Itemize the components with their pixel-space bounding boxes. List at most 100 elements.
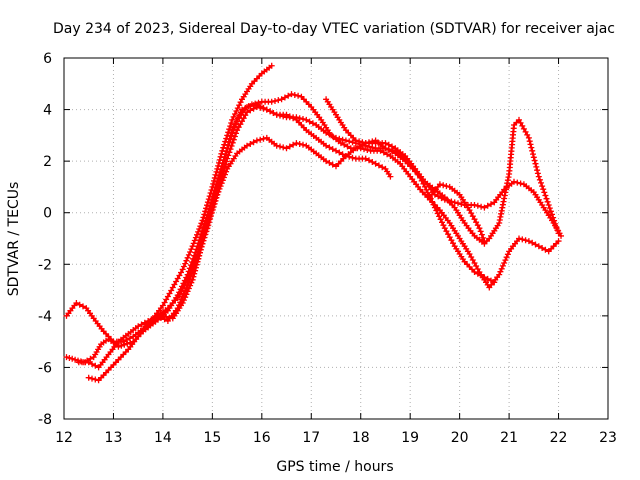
data-point-markers — [530, 189, 546, 208]
x-tick-label: 14 — [154, 430, 172, 446]
data-point-markers — [204, 194, 220, 232]
data-point-markers — [244, 102, 257, 110]
data-point-markers — [466, 207, 481, 229]
data-point-markers — [308, 104, 323, 121]
data-point-markers — [90, 343, 103, 361]
series-arc-7 — [427, 181, 488, 245]
data-point-markers — [352, 155, 366, 162]
data-point-markers — [83, 305, 95, 319]
data-point-markers — [407, 173, 422, 190]
data-point-markers — [382, 145, 395, 155]
data-point-markers — [159, 287, 175, 309]
data-point-markers — [224, 153, 239, 172]
data-point-markers — [516, 235, 529, 244]
data-point-markers — [323, 96, 338, 116]
data-point-markers — [214, 148, 230, 185]
data-point-markers — [164, 307, 179, 324]
data-point-markers — [239, 83, 254, 103]
data-point-markers — [352, 141, 366, 152]
data-point-markers — [293, 140, 306, 148]
data-point-markers — [169, 269, 184, 291]
data-point-markers — [333, 134, 346, 143]
data-point-markers — [451, 199, 465, 208]
data-point-markers — [115, 349, 129, 363]
data-point-markers — [283, 111, 297, 122]
data-point-markers — [179, 279, 195, 306]
x-tick-label: 20 — [451, 430, 469, 446]
y-tick-label: 6 — [43, 51, 52, 67]
x-tick-label: 21 — [500, 430, 518, 446]
data-point-markers — [471, 269, 485, 279]
data-point-markers — [372, 160, 386, 171]
y-tick-label: -6 — [38, 360, 52, 376]
data-point-markers — [85, 359, 99, 369]
data-point-markers — [333, 147, 346, 158]
data-point-markers — [234, 106, 248, 123]
data-point-markers — [73, 300, 86, 310]
x-tick-label: 13 — [105, 430, 123, 446]
data-point-markers — [481, 274, 494, 284]
data-point-markers — [323, 158, 336, 168]
data-point-markers — [174, 284, 190, 312]
data-point-markers — [234, 144, 248, 157]
y-axis-label: SDTVAR / TECUs — [6, 182, 22, 297]
data-point-markers — [486, 222, 501, 242]
data-point-markers — [372, 145, 386, 152]
data-point-markers — [253, 104, 267, 112]
data-point-markers — [436, 207, 451, 224]
data-series — [63, 62, 565, 384]
x-tick-label: 18 — [352, 430, 370, 446]
data-point-markers — [258, 64, 273, 77]
data-point-markers — [194, 215, 210, 250]
data-point-markers — [506, 238, 520, 255]
data-point-markers — [545, 202, 561, 234]
grid — [64, 58, 608, 419]
plot-frame — [63, 57, 609, 420]
data-point-markers — [174, 279, 189, 301]
data-point-markers — [313, 150, 327, 163]
data-point-markers — [481, 201, 494, 211]
data-point-markers — [115, 339, 134, 350]
data-point — [481, 238, 488, 245]
data-point-markers — [451, 204, 466, 224]
data-point-markers — [95, 354, 110, 371]
axis-ticks: 12 13 14 15 16 17 18 19 20 21 22 23 -8 -6 -4 -2 0 2 4 6 — [38, 51, 617, 446]
data-point-markers — [387, 153, 401, 165]
data-point-markers — [234, 112, 249, 134]
data-point-markers — [333, 155, 347, 170]
x-tick-label: 22 — [550, 430, 568, 446]
data-point — [491, 279, 498, 286]
y-tick-label: -8 — [38, 412, 52, 428]
data-point-markers — [525, 238, 539, 248]
y-tick-label: 2 — [43, 154, 52, 170]
data-point-markers — [135, 325, 149, 340]
data-point-markers — [471, 202, 485, 210]
data-point-markers — [520, 181, 535, 194]
data-point-markers — [258, 98, 272, 105]
data-point-markers — [436, 181, 450, 190]
data-point-markers — [98, 337, 109, 348]
data-point-markers — [229, 99, 244, 123]
x-tick-label: 23 — [599, 430, 617, 446]
data-point-markers — [194, 223, 210, 257]
data-point-markers — [511, 178, 524, 187]
data-point-markers — [446, 183, 461, 196]
data-point-markers — [323, 129, 336, 140]
data-point-markers — [506, 125, 517, 177]
data-point-markers — [199, 187, 215, 224]
data-point-markers — [268, 97, 282, 105]
data-point-markers — [397, 160, 412, 177]
data-point-markers — [164, 297, 179, 312]
data-point-markers — [105, 359, 119, 373]
data-point-markers — [362, 155, 376, 165]
data-point-markers — [511, 119, 520, 128]
y-tick-label: -4 — [38, 309, 52, 325]
data-point-markers — [125, 336, 140, 353]
data-point-markers — [303, 127, 317, 139]
data-point-markers — [224, 120, 239, 152]
data-point-markers — [535, 243, 549, 253]
data-point-markers — [115, 332, 129, 345]
data-point-markers — [244, 139, 257, 149]
